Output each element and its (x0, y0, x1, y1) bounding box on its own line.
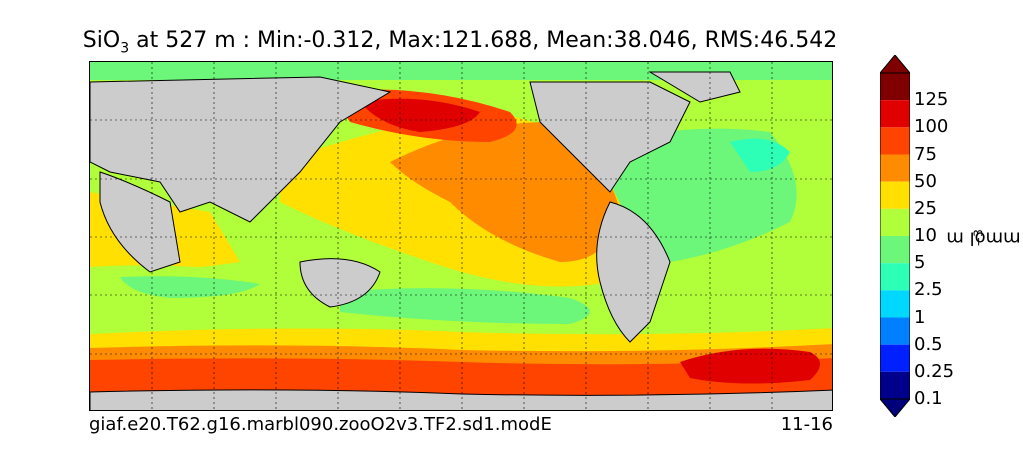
map-panel (89, 61, 833, 411)
colorbar-segment (880, 127, 910, 155)
colorbar-tick-label: 2.5 (914, 279, 943, 301)
colorbar-tick-label: 25 (914, 197, 937, 219)
colorbar-tick-label: 0.25 (914, 360, 955, 382)
colorbar-units: mmol m −3 (945, 227, 1021, 249)
colorbar-tick-label: 75 (914, 143, 937, 165)
colorbar-segment (880, 208, 910, 236)
run-name: giaf.e20.T62.g16.marbl090.zooO2v3.TF2.sd… (89, 414, 552, 435)
global-silicate-map (90, 62, 832, 410)
colorbar (880, 55, 910, 417)
land-masses (90, 71, 832, 410)
colorbar-tick-label: 50 (914, 170, 937, 192)
colorbar-tick-label: 0.1 (914, 388, 943, 409)
colorbar-segment (880, 154, 910, 182)
colorbar-tick-label: 0.5 (914, 333, 943, 355)
graticule (90, 62, 832, 410)
antarctica (90, 389, 832, 410)
colorbar-tick-label: 1 (914, 306, 926, 328)
arctic-band (90, 62, 832, 80)
colorbar-tick-label: 5 (914, 252, 926, 274)
colorbar-segments (880, 73, 910, 399)
colorbar-segment (880, 236, 910, 264)
colorbar-extend-max (880, 55, 910, 74)
greenland (648, 71, 741, 103)
colorbar-segment (880, 317, 910, 345)
pacific-band-100 (360, 98, 480, 132)
africa (99, 171, 181, 273)
eurasia (90, 76, 392, 223)
pacific-band-50 (390, 122, 620, 262)
north-america (529, 81, 691, 193)
colorbar-tick-label: 10 (914, 225, 937, 246)
colorbar-frame (880, 72, 910, 400)
time-period: 11-16 (780, 414, 833, 435)
colorbar-segment (880, 181, 910, 209)
colorbar-segment (880, 263, 910, 291)
colorbar-segment (880, 73, 910, 101)
atlantic-band-2-5 (730, 138, 790, 172)
colorbar-segment (880, 290, 910, 318)
colorbar-segment (880, 344, 910, 372)
south-pacific-band-5 (340, 288, 590, 324)
weddell-high (680, 348, 820, 384)
colorbar-tick-label: 100 (914, 116, 949, 138)
indian-band-5 (120, 276, 260, 298)
colorbar-segment (880, 371, 910, 399)
colorbar-segment (880, 100, 910, 128)
colorbar-tick-label: 125 (914, 89, 949, 111)
colorbar-extend-min (880, 398, 910, 417)
map-title: SiO3 at 527 m : Min:-0.312, Max:121.688,… (82, 28, 838, 57)
